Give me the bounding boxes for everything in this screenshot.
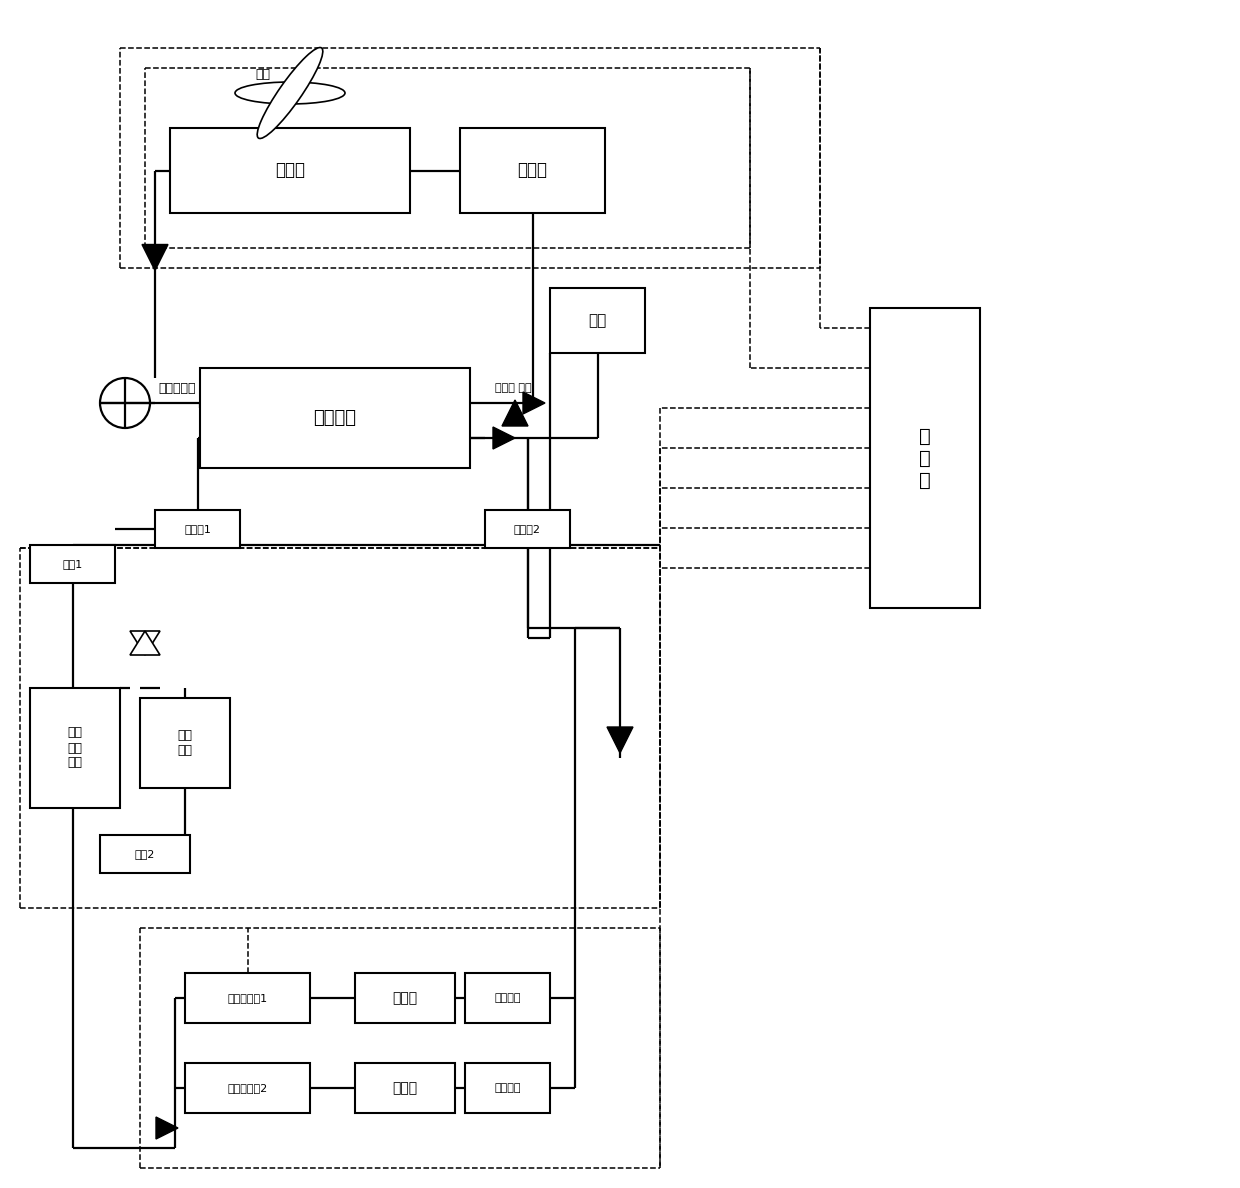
- Text: 压缩机: 压缩机: [517, 162, 548, 179]
- Text: 控
制
器: 控 制 器: [919, 426, 931, 489]
- Polygon shape: [143, 245, 167, 271]
- Bar: [465, 1063, 551, 1113]
- Text: 水箱: 水箱: [588, 312, 606, 328]
- Bar: [155, 510, 241, 548]
- Text: 风机: 风机: [255, 69, 270, 82]
- Text: 流量控制阀1: 流量控制阀1: [227, 993, 268, 1003]
- Text: 整车
余热: 整车 余热: [177, 729, 192, 757]
- Polygon shape: [130, 631, 160, 655]
- Text: 电池箱: 电池箱: [392, 991, 418, 1005]
- Polygon shape: [608, 727, 632, 753]
- Bar: [140, 699, 229, 788]
- Text: 冷凝器: 冷凝器: [275, 162, 305, 179]
- Text: 传感器2: 传感器2: [515, 524, 541, 533]
- Bar: [30, 545, 115, 583]
- Polygon shape: [156, 1117, 179, 1139]
- Bar: [460, 128, 605, 213]
- Bar: [355, 973, 455, 1023]
- Bar: [465, 973, 551, 1023]
- Polygon shape: [130, 631, 160, 655]
- Bar: [485, 510, 570, 548]
- Text: 加热装置: 加热装置: [495, 1083, 521, 1093]
- Text: 热交换器: 热交换器: [314, 409, 357, 426]
- Text: 制冷剂 流向: 制冷剂 流向: [495, 383, 532, 393]
- Text: 流量控制阀2: 流量控制阀2: [227, 1083, 268, 1093]
- Text: 辅助
加热
装置: 辅助 加热 装置: [67, 727, 83, 770]
- Bar: [30, 688, 120, 808]
- Bar: [100, 835, 190, 873]
- Polygon shape: [523, 392, 546, 413]
- Text: 水泵2: 水泵2: [135, 849, 155, 859]
- Text: 加热装置: 加热装置: [495, 993, 521, 1003]
- Polygon shape: [502, 400, 528, 426]
- Ellipse shape: [257, 48, 322, 139]
- Text: 电池箱: 电池箱: [392, 1081, 418, 1095]
- Bar: [355, 1063, 455, 1113]
- Polygon shape: [494, 426, 515, 449]
- Bar: [170, 128, 410, 213]
- Bar: [870, 308, 980, 608]
- Bar: [551, 287, 645, 353]
- Ellipse shape: [236, 82, 345, 105]
- Bar: [200, 368, 470, 468]
- Text: 传感器1: 传感器1: [184, 524, 211, 533]
- Bar: [185, 973, 310, 1023]
- Text: 电子膨胀阀: 电子膨胀阀: [157, 381, 196, 394]
- Bar: [185, 1063, 310, 1113]
- Text: 水泵1: 水泵1: [62, 560, 83, 569]
